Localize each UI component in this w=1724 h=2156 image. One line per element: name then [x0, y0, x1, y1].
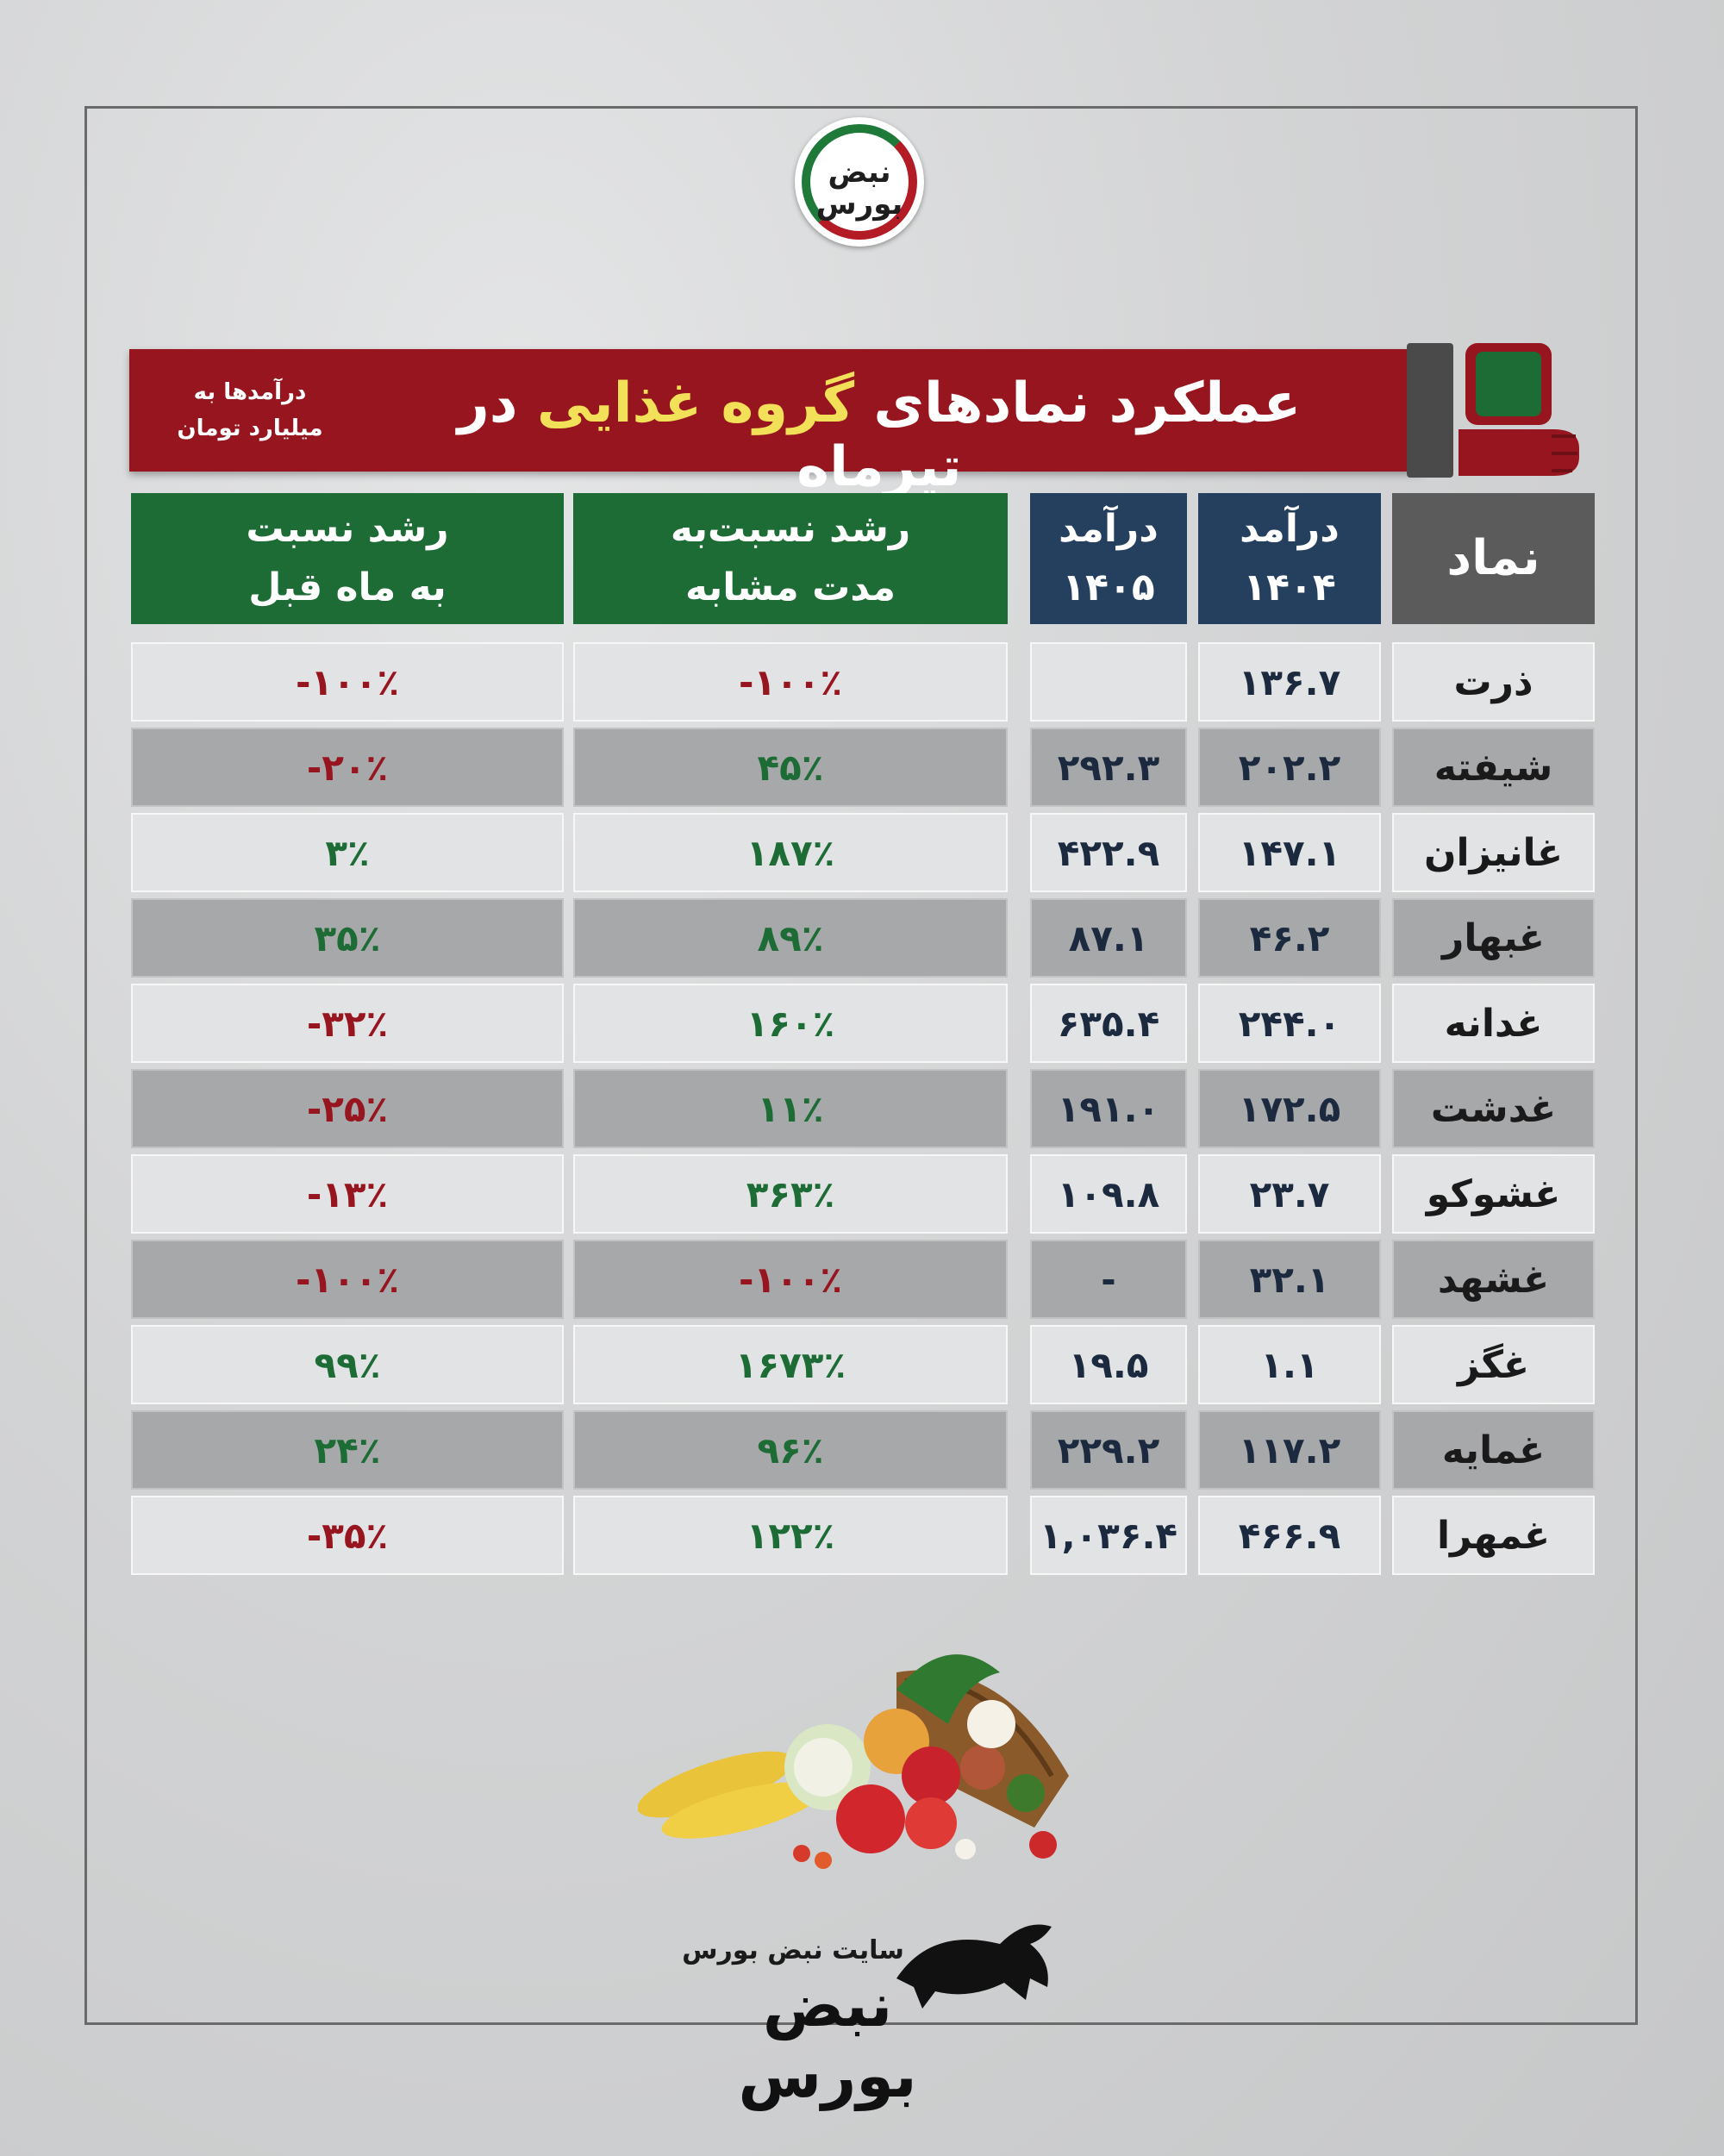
cell-growth-prev: -۲۰٪ [131, 728, 564, 807]
logo-text: نبض بورس [815, 155, 903, 222]
cell-symbol: غمهرا [1392, 1496, 1595, 1575]
header-rev-1405-line2: ۱۴۰۵ [1062, 566, 1155, 609]
vegetable-basket-icon [638, 1654, 1069, 1869]
cell-symbol: غشهد [1392, 1240, 1595, 1319]
header-rev-1404-line2: ۱۴۰۴ [1243, 566, 1336, 609]
title-part1: عملکرد نمادهای [873, 372, 1302, 435]
header-growth-same-line2: مدت مشابه [685, 566, 896, 609]
cell-growth-prev: ۲۴٪ [131, 1410, 564, 1490]
cell-growth-prev: ۹۹٪ [131, 1325, 564, 1404]
cell-symbol: غدشت [1392, 1069, 1595, 1148]
title-banner: درآمدها به میلیارد تومان عملکرد نمادهای … [129, 349, 1422, 499]
cell-rev-1404: ۱۳۶.۷ [1198, 642, 1381, 722]
logo-ring-icon [802, 124, 917, 240]
cell-rev-1404: ۲۴۴.۰ [1198, 984, 1381, 1063]
cell-rev-1404: ۱۱۷.۲ [1198, 1410, 1381, 1490]
unit-note-line2: میلیارد تومان [177, 415, 323, 441]
header-rev-1405: درآمد ۱۴۰۵ [1030, 493, 1187, 624]
cell-rev-1404: ۳۲.۱ [1198, 1240, 1381, 1319]
title-highlight: گروه غذایی [536, 372, 855, 435]
cell-rev-1405: ۱۰۹.۸ [1030, 1154, 1187, 1234]
cell-growth-same: ۱۲۲٪ [573, 1496, 1008, 1575]
header-growth-prev: رشد نسبت به ماه قبل [131, 493, 564, 624]
cell-rev-1405: ۴۲۲.۹ [1030, 813, 1187, 892]
unit-note: درآمدها به میلیارد تومان [164, 375, 336, 447]
cell-rev-1405: ۲۹۲.۳ [1030, 728, 1187, 807]
cell-growth-prev: -۱۳٪ [131, 1154, 564, 1234]
cell-rev-1405: ۱,۰۳۶.۴ [1030, 1496, 1187, 1575]
cell-rev-1404: ۴۶۶.۹ [1198, 1496, 1381, 1575]
page-title: عملکرد نمادهای گروه غذایی در تیرماه [405, 372, 1353, 499]
footer-site-label: سایت نبض بورس [682, 1935, 904, 1965]
cell-growth-same: -۱۰۰٪ [573, 1240, 1008, 1319]
cell-rev-1404: ۱.۱ [1198, 1325, 1381, 1404]
cell-symbol: غدانه [1392, 984, 1595, 1063]
cell-growth-same: ۸۹٪ [573, 898, 1008, 978]
cell-rev-1404: ۴۶.۲ [1198, 898, 1381, 978]
cell-growth-prev: -۲۵٪ [131, 1069, 564, 1148]
header-growth-prev-line1: رشد نسبت [246, 506, 449, 551]
brand-logo: نبض بورس [795, 117, 924, 247]
fist-scale-icon [1459, 343, 1579, 476]
bull-logo-icon [896, 1924, 1052, 2009]
header-growth-same-line1: رشد نسبت‌به [670, 506, 911, 551]
cell-growth-prev: ۳٪ [131, 813, 564, 892]
cell-rev-1405 [1030, 642, 1187, 722]
header-growth-same: رشد نسبت‌به مدت مشابه [573, 493, 1008, 624]
cell-symbol: غشوکو [1392, 1154, 1595, 1234]
header-rev-1404-line1: درآمد [1240, 506, 1340, 551]
cell-growth-same: ۱۶۷۳٪ [573, 1325, 1008, 1404]
cell-symbol: غمایه [1392, 1410, 1595, 1490]
cell-growth-same: ۱۸۷٪ [573, 813, 1008, 892]
cell-symbol: ذرت [1392, 642, 1595, 722]
cell-growth-prev: ۳۵٪ [131, 898, 564, 978]
cell-rev-1405: ۶۳۵.۴ [1030, 984, 1187, 1063]
cell-rev-1404: ۲۰۲.۲ [1198, 728, 1381, 807]
cell-growth-same: ۳۶۳٪ [573, 1154, 1008, 1234]
cell-symbol: غبهار [1392, 898, 1595, 978]
cell-rev-1405: - [1030, 1240, 1187, 1319]
cell-symbol: شیفته [1392, 728, 1595, 807]
cell-growth-prev: -۱۰۰٪ [131, 1240, 564, 1319]
cell-rev-1405: ۱۹۱.۰ [1030, 1069, 1187, 1148]
footer-logo-text: نبض بورس [738, 1970, 917, 2111]
cell-rev-1404: ۱۴۷.۱ [1198, 813, 1381, 892]
header-growth-prev-line2: به ماه قبل [248, 566, 447, 609]
unit-note-line1: درآمدها به [193, 379, 307, 405]
cell-rev-1405: ۲۲۹.۲ [1030, 1410, 1187, 1490]
cell-growth-same: -۱۰۰٪ [573, 642, 1008, 722]
cell-rev-1405: ۸۷.۱ [1030, 898, 1187, 978]
cell-growth-prev: -۳۲٪ [131, 984, 564, 1063]
cell-symbol: غانیزان [1392, 813, 1595, 892]
cell-symbol: غگز [1392, 1325, 1595, 1404]
cell-growth-same: ۱۶۰٪ [573, 984, 1008, 1063]
header-rev-1404: درآمد ۱۴۰۴ [1198, 493, 1381, 624]
banner-handle [1407, 343, 1453, 478]
cell-rev-1404: ۱۷۲.۵ [1198, 1069, 1381, 1148]
page-frame [84, 106, 1638, 2025]
cell-growth-same: ۴۵٪ [573, 728, 1008, 807]
cell-growth-prev: -۱۰۰٪ [131, 642, 564, 722]
cell-growth-same: ۱۱٪ [573, 1069, 1008, 1148]
cell-rev-1404: ۲۳.۷ [1198, 1154, 1381, 1234]
cell-growth-prev: -۳۵٪ [131, 1496, 564, 1575]
header-symbol: نماد [1392, 493, 1595, 624]
header-rev-1405-line1: درآمد [1059, 506, 1159, 551]
title-part2: در تیرماه [457, 372, 962, 499]
cell-rev-1405: ۱۹.۵ [1030, 1325, 1187, 1404]
cell-growth-same: ۹۶٪ [573, 1410, 1008, 1490]
